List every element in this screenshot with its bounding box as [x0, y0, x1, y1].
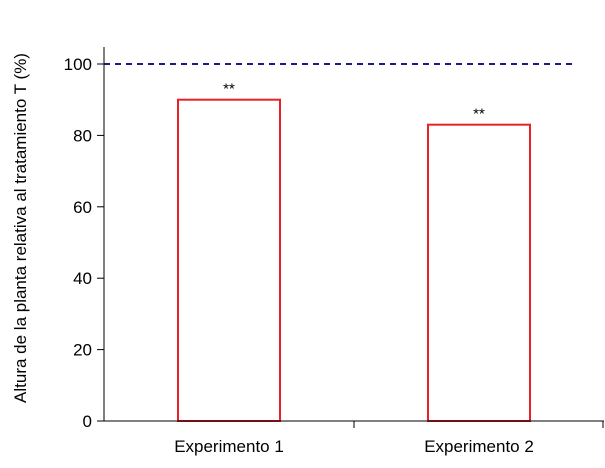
y-tick-label: 100 [64, 55, 92, 74]
bar-2 [428, 125, 530, 421]
y-tick-label: 20 [73, 341, 92, 360]
y-axis-label: Altura de la planta relativa al tratamie… [11, 53, 30, 403]
bar-1 [178, 100, 280, 421]
y-tick-label: 40 [73, 269, 92, 288]
x-tick-label: Experimento 2 [424, 437, 534, 456]
bars [178, 100, 530, 421]
x-axis-ticks: Experimento 1 Experimento 2 [174, 421, 603, 456]
y-axis-ticks: 0 20 40 60 80 100 [64, 55, 104, 431]
y-tick-label: 80 [73, 126, 92, 145]
significance-label: ** [223, 81, 235, 98]
x-tick-label: Experimento 1 [174, 437, 284, 456]
y-tick-label: 60 [73, 198, 92, 217]
significance-label: ** [473, 106, 485, 123]
y-tick-label: 0 [83, 412, 92, 431]
